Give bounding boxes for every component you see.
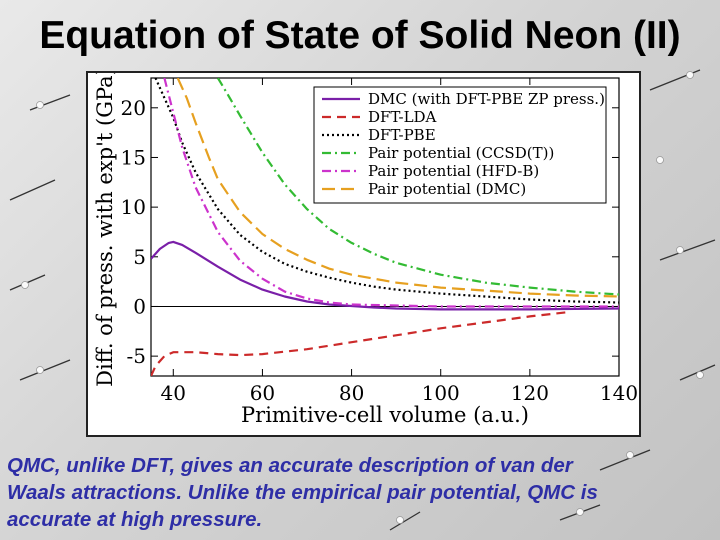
- decor-dot: [676, 246, 684, 254]
- series-line: [151, 311, 566, 376]
- legend-entry: Pair potential (CCSD(T)): [368, 144, 554, 162]
- slide-title: Equation of State of Solid Neon (II): [39, 14, 681, 57]
- series-group: [151, 78, 619, 376]
- legend-entry: DFT-PBE: [368, 126, 436, 144]
- decor-dot: [656, 156, 664, 164]
- decor-dot: [686, 71, 694, 79]
- legend-box: [313, 86, 607, 204]
- decor-line: [29, 94, 71, 111]
- decor-line: [599, 449, 651, 471]
- series-line: [154, 78, 619, 304]
- decor-line: [9, 179, 56, 201]
- caption-line: QMC, unlike DFT, gives an accurate descr…: [7, 454, 573, 477]
- caption: QMC, unlike DFT, gives an accurate descr…: [7, 452, 713, 533]
- decor-dot: [576, 508, 584, 516]
- y-tick-label: 5: [133, 245, 146, 269]
- series-line: [216, 78, 619, 296]
- y-tick-label: 0: [133, 294, 146, 318]
- y-axis-label: Diff. of press. with exp't (GPa): [93, 73, 117, 387]
- legend-entry: DFT-LDA: [368, 108, 437, 126]
- series-line: [176, 78, 619, 298]
- x-tick-label: 100: [422, 381, 460, 405]
- decor-dot: [36, 101, 44, 109]
- decor-dot: [696, 371, 704, 379]
- plot-area: [150, 77, 620, 377]
- legend-entry: Pair potential (DMC): [368, 180, 526, 198]
- caption-line: Waals attractions. Unlike the empirical …: [7, 481, 598, 504]
- series-line: [163, 78, 619, 308]
- chart-frame: 40 60 80 100 120 140 -5 0 5 10 15 20 Primitive-cell …: [86, 71, 641, 437]
- x-axis-label: Primitive-cell volume (a.u.): [241, 403, 529, 427]
- y-tick-label: 10: [121, 195, 146, 219]
- legend-entry: DMC (with DFT-PBE ZP press.): [368, 90, 605, 108]
- decor-line: [389, 511, 421, 531]
- x-tick-label: 60: [250, 381, 275, 405]
- series-line: [151, 240, 619, 311]
- y-tick-label: -5: [127, 344, 146, 368]
- decor-line: [659, 239, 716, 261]
- decor-dot: [626, 451, 634, 459]
- y-tick-label: 15: [121, 145, 146, 169]
- x-tick-label: 120: [511, 381, 549, 405]
- y-tick-label: 20: [121, 96, 146, 120]
- decor-dot: [396, 516, 404, 524]
- line-chart: 40 60 80 100 120 140 -5 0 5 10 15 20 Primitive-cell …: [93, 73, 638, 427]
- x-tick-label: 40: [161, 381, 186, 405]
- decor-dot: [36, 366, 44, 374]
- x-tick-label: 140: [600, 381, 638, 405]
- decor-dot: [21, 281, 29, 289]
- decor-line: [19, 359, 71, 381]
- legend-entry: Pair potential (HFD-B): [368, 162, 539, 180]
- x-tick-label: 80: [339, 381, 364, 405]
- caption-line: accurate at high pressure.: [7, 508, 263, 531]
